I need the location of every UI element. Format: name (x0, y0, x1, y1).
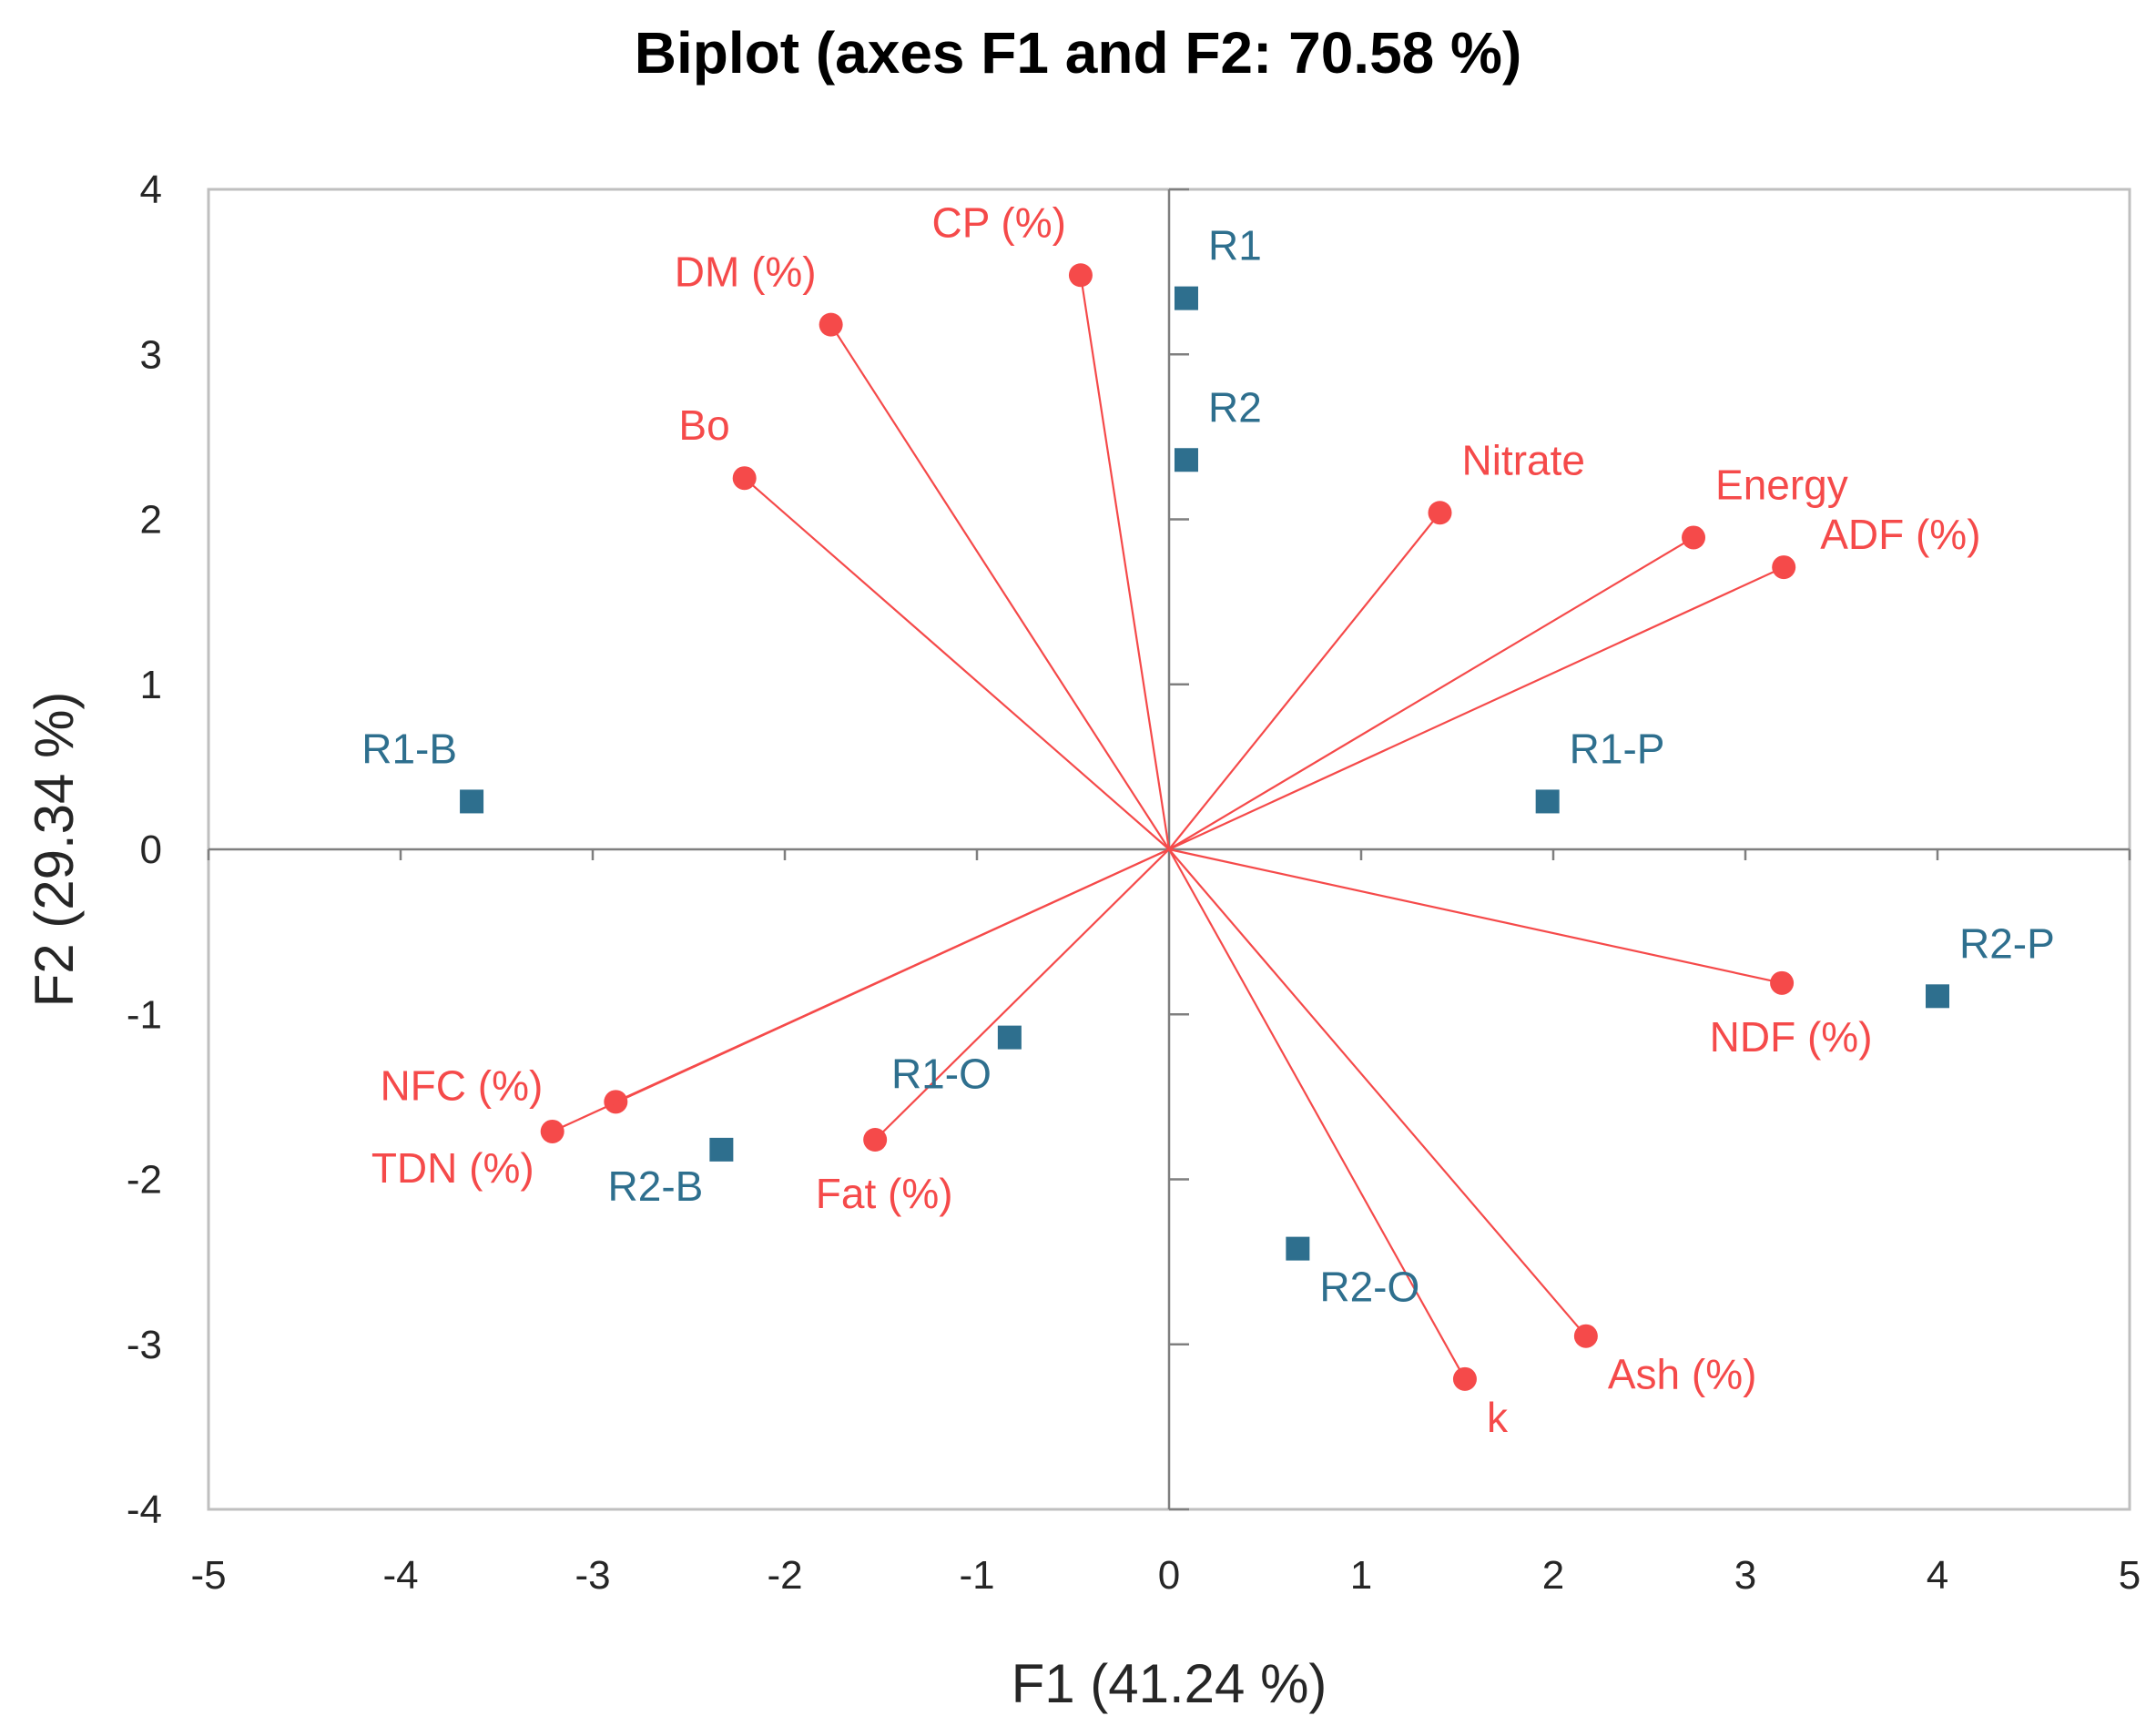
x-tick-label: 2 (1542, 1553, 1564, 1598)
y-tick-label: -4 (127, 1487, 162, 1532)
x-tick-label: -1 (959, 1553, 994, 1598)
variable-label: ADF (%) (1820, 511, 1980, 558)
variable-vector-line (1168, 536, 1694, 850)
variable-point (732, 466, 757, 491)
x-tick-label: -2 (767, 1553, 802, 1598)
y-tick-labels: 4 3 2 1 0 -1 -2 -3 -4 (127, 168, 162, 1532)
y-tick-label: -2 (127, 1158, 162, 1203)
observation-label: R2 (1208, 383, 1262, 431)
x-tick-label: 1 (1350, 1553, 1372, 1598)
variable-vector-line (1168, 848, 1783, 984)
variable-vector-line (874, 848, 1170, 1141)
variable-vector-line (1168, 848, 1587, 1337)
x-axis-title: F1 (41.24 %) (1012, 1653, 1327, 1714)
observation-point (997, 1025, 1022, 1050)
observation-point (1174, 286, 1198, 310)
variable-point (819, 312, 843, 337)
variable-point (1452, 1366, 1477, 1391)
y-tick-label: 3 (140, 332, 162, 377)
variable-vector-line (1168, 566, 1785, 850)
x-tick-label: -4 (382, 1553, 418, 1598)
x-tick-label: 0 (1158, 1553, 1180, 1598)
variable-label: DM (%) (675, 249, 817, 296)
variable-label: Nitrate (1462, 436, 1585, 483)
variable-label: Ash (%) (1608, 1351, 1757, 1398)
variable-point (1682, 525, 1706, 550)
variable-label: NFC (%) (380, 1061, 543, 1109)
variable-point (1573, 1324, 1598, 1348)
y-tick-label: -3 (127, 1323, 162, 1367)
observation-label: R2-P (1959, 919, 2055, 967)
variable-label: CP (%) (932, 198, 1066, 246)
x-tick-label: 3 (1734, 1553, 1756, 1598)
observation-point (460, 789, 484, 814)
x-tick-label: -3 (575, 1553, 610, 1598)
observation-label: R1-O (891, 1051, 992, 1098)
y-axis-title: F2 (29.34 %) (24, 692, 85, 1008)
x-tick-labels: -5 -4 -3 -2 -1 0 1 2 3 4 5 (190, 1553, 2141, 1598)
observation-label: R1 (1208, 222, 1262, 269)
y-tick-label: 0 (140, 827, 162, 872)
observation-label: R2-B (608, 1163, 704, 1210)
observation-label: R1-B (361, 725, 457, 772)
variable-label: k (1487, 1394, 1509, 1441)
observation-point (1174, 448, 1198, 472)
variable-point (1772, 555, 1796, 580)
variable-vector-line (1168, 848, 1466, 1380)
variable-label: Fat (%) (816, 1170, 953, 1217)
y-tick-label: 1 (140, 663, 162, 707)
observation-point (1926, 984, 1949, 1009)
y-tick-label: 2 (140, 498, 162, 543)
observation-point (709, 1137, 734, 1162)
variable-vector-line (552, 848, 1170, 1132)
observation-points: R1 R2 R1-B R1-P R2-P R1-O R2-B R2-O (361, 222, 2055, 1311)
observation-label: R2-O (1319, 1264, 1419, 1311)
variable-vector-line (1079, 275, 1171, 850)
variable-label: NDF (%) (1710, 1013, 1873, 1061)
y-tick-label: -1 (127, 992, 162, 1037)
axis-tick-marks (207, 188, 2131, 1511)
variable-vector-line (829, 324, 1170, 850)
variable-point (1068, 263, 1093, 288)
variable-point (1770, 970, 1795, 995)
variable-label: Bo (678, 401, 729, 449)
observation-label: R1-P (1570, 725, 1665, 772)
variable-point (1428, 501, 1452, 525)
variable-label: Energy (1715, 461, 1848, 508)
variable-vector-line (743, 477, 1170, 850)
variable-label: TDN (%) (371, 1144, 534, 1192)
variable-point (540, 1119, 564, 1143)
x-tick-label: 5 (2119, 1553, 2141, 1598)
x-tick-label: 4 (1927, 1553, 1948, 1598)
observation-point (1535, 789, 1560, 814)
x-tick-label: -5 (190, 1553, 226, 1598)
y-tick-label: 4 (140, 168, 162, 212)
variable-vector-line (1168, 512, 1441, 850)
observation-point (1286, 1236, 1310, 1261)
chart-title: Biplot (axes F1 and F2: 70.58 %) (635, 20, 1522, 86)
variable-point (863, 1128, 888, 1152)
